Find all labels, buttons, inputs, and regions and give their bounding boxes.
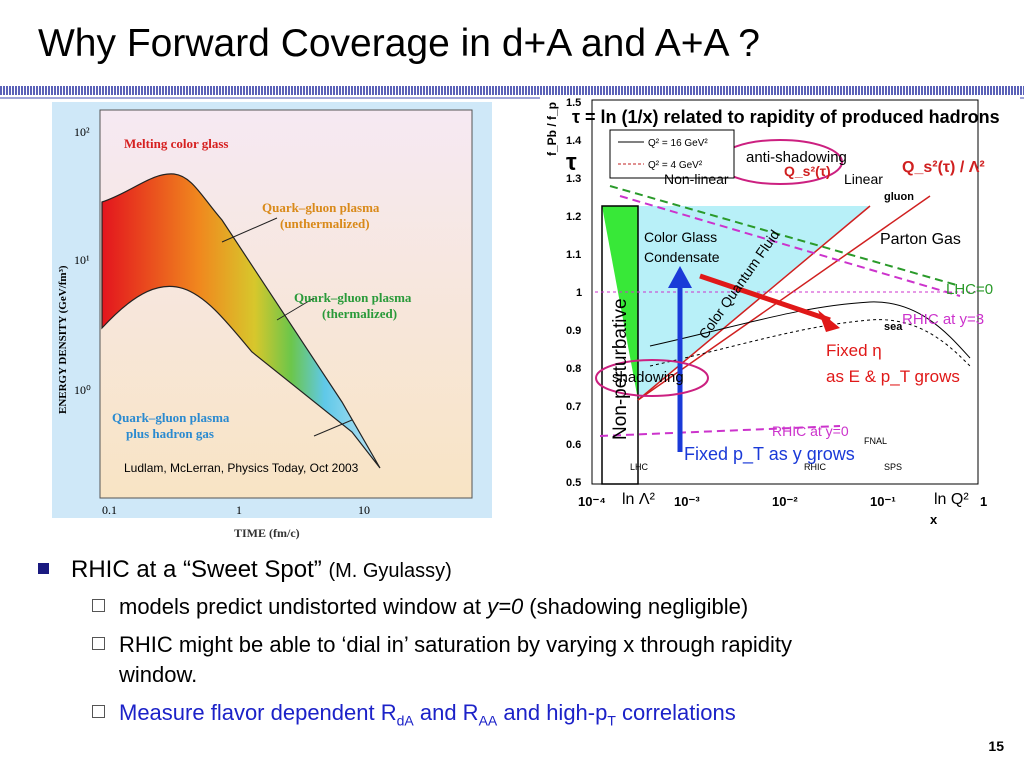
bullet-1: RHIC at a “Sweet Spot” (M. Gyulassy): [38, 556, 452, 584]
anti-shadowing-label: anti-shadowing: [746, 149, 847, 166]
label-qgp-unth-1: Quark–gluon plasma: [262, 200, 380, 215]
label-qgp-th-1: Quark–gluon plasma: [294, 290, 412, 305]
x-axis-title-left: TIME (fm/c): [234, 526, 300, 540]
sub-bullet-2-line-1: RHIC might be able to ‘dial in’ saturati…: [119, 632, 792, 657]
shadowing-label: shadowing: [612, 369, 684, 386]
label-qgp-had-1: Quark–gluon plasma: [112, 410, 230, 425]
nonpert-label: Non-perturbative: [610, 298, 631, 440]
sub-bullet-2-line-2: window.: [119, 662, 198, 687]
sub-bullet-3-text-d: correlations: [615, 700, 736, 725]
ln-q2-label: ln Q²: [934, 491, 969, 508]
sub-bullet-1-text-b: y=0: [487, 594, 524, 619]
fixed-pt-label: Fixed p_T as y grows: [684, 444, 855, 465]
lhc-small: LHC: [630, 462, 649, 472]
y-tick-1: 1: [576, 287, 582, 299]
cgc-label-2: Condensate: [644, 249, 720, 265]
y-axis-title: ENERGY DENSITY (GeV/fm³): [57, 265, 69, 414]
y-tick-0-6: 0.6: [566, 439, 581, 451]
sub-bullet-1-text-c: (shadowing negligible): [523, 594, 749, 619]
gluon-label: gluon: [884, 191, 914, 203]
fixed-eta-2: as E & p_T grows: [826, 367, 960, 386]
y-tick-1-2: 1.2: [566, 211, 581, 223]
y-tick-1: 10⁰: [74, 383, 91, 397]
page-number: 15: [988, 738, 1004, 754]
energy-density-figure: Melting color glass Quark–gluon plasma (…: [52, 102, 492, 518]
sub-bullet-3-text-b: and R: [413, 700, 479, 725]
fixed-eta-1: Fixed η: [826, 341, 882, 360]
y-tick-0-5: 0.5: [566, 477, 581, 489]
linear-label: Linear: [844, 171, 883, 187]
slide-title: Why Forward Coverage in d+A and A+A ?: [38, 22, 760, 65]
citation: Ludlam, McLerran, Physics Today, Oct 200…: [124, 461, 359, 475]
sub-bullet-3-sub-aa: AA: [478, 712, 498, 729]
hollow-square-icon: [92, 637, 105, 650]
x-axis-label: x: [930, 512, 938, 527]
bullet-1-text: RHIC at a “Sweet Spot”: [71, 556, 322, 583]
nonlinear-label: Non-linear: [664, 171, 729, 187]
sea-label: sea: [884, 321, 903, 333]
x-tick-1e-3: 10⁻³: [674, 494, 700, 509]
qs-b-label: Q_s²(τ) / Λ²: [902, 159, 985, 176]
label-qgp-unth-2: (unthermalized): [280, 216, 370, 231]
sub-bullet-1: models predict undistorted window at y=0…: [92, 594, 748, 620]
y-tick-10: 10¹: [74, 253, 90, 267]
x-tick-10: 10: [358, 503, 370, 517]
rhic-small: RHIC: [804, 462, 826, 472]
x-tick-1e-4: 10⁻⁴: [578, 494, 606, 509]
y-tick-1-5: 1.5: [566, 97, 581, 109]
ln-lambda-label: ln Λ²: [622, 491, 656, 508]
legend-4: Q² = 4 GeV²: [648, 160, 703, 171]
x-tick-1: 1: [236, 503, 242, 517]
y-tick-100: 10²: [74, 125, 90, 139]
rhic0-label: RHIC at y=0: [772, 423, 849, 439]
sub-bullet-3-text-c: and high-p: [497, 700, 608, 725]
title-rule: [0, 86, 1024, 95]
title-rule-thin: [0, 97, 1024, 99]
x-tick-1: 1: [980, 494, 987, 509]
sub-bullet-2: RHIC might be able to ‘dial in’ saturati…: [92, 632, 792, 658]
hollow-square-icon: [92, 599, 105, 612]
x-tick-0-1: 0.1: [102, 503, 117, 517]
sub-bullet-1-text-a: models predict undistorted window at: [119, 594, 488, 619]
parton-gas-label: Parton Gas: [880, 231, 961, 248]
rhic3-label: RHIC at y=3: [902, 311, 984, 328]
label-qgp-th-2: (thermalized): [322, 306, 397, 321]
tau-symbol: τ: [566, 149, 577, 176]
bullet-1-cite: (M. Gyulassy): [328, 560, 452, 582]
y-tick-0-8: 0.8: [566, 363, 581, 375]
y-tick-0-9: 0.9: [566, 325, 581, 337]
legend-16: Q² = 16 GeV²: [648, 138, 708, 149]
header-text: τ = ln (1/x) related to rapidity of prod…: [572, 107, 1000, 127]
sps-label: SPS: [884, 462, 902, 472]
y-tick-1-4: 1.4: [566, 135, 582, 147]
label-melting: Melting color glass: [124, 136, 228, 151]
x-tick-1e-2: 10⁻²: [772, 494, 798, 509]
sub-bullet-3-sub-t: T: [607, 712, 616, 729]
cgc-label-1: Color Glass: [644, 229, 717, 245]
y-tick-0-7: 0.7: [566, 401, 581, 413]
y-tick-1-1: 1.1: [566, 249, 581, 261]
fnal-label: FNAL: [864, 436, 887, 446]
qs-a-label: Q_s²(τ): [784, 163, 831, 179]
label-qgp-had-2: plus hadron gas: [126, 426, 214, 441]
sub-bullet-3-sub-da: dA: [396, 712, 414, 729]
y-axis-label: f_Pb / f_p: [545, 102, 559, 156]
sub-bullet-3-text-a: Measure flavor dependent R: [119, 700, 397, 725]
sub-bullet-3: Measure flavor dependent RdA and RAA and…: [92, 700, 736, 728]
hollow-square-icon: [92, 705, 105, 718]
x-tick-1e-1: 10⁻¹: [870, 494, 896, 509]
y-tick-1-3: 1.3: [566, 173, 581, 185]
bullet-square-icon: [38, 563, 49, 574]
lhc-label: LHC=0: [946, 281, 993, 298]
nuclear-ratio-figure: τ = ln (1/x) related to rapidity of prod…: [540, 96, 1020, 528]
